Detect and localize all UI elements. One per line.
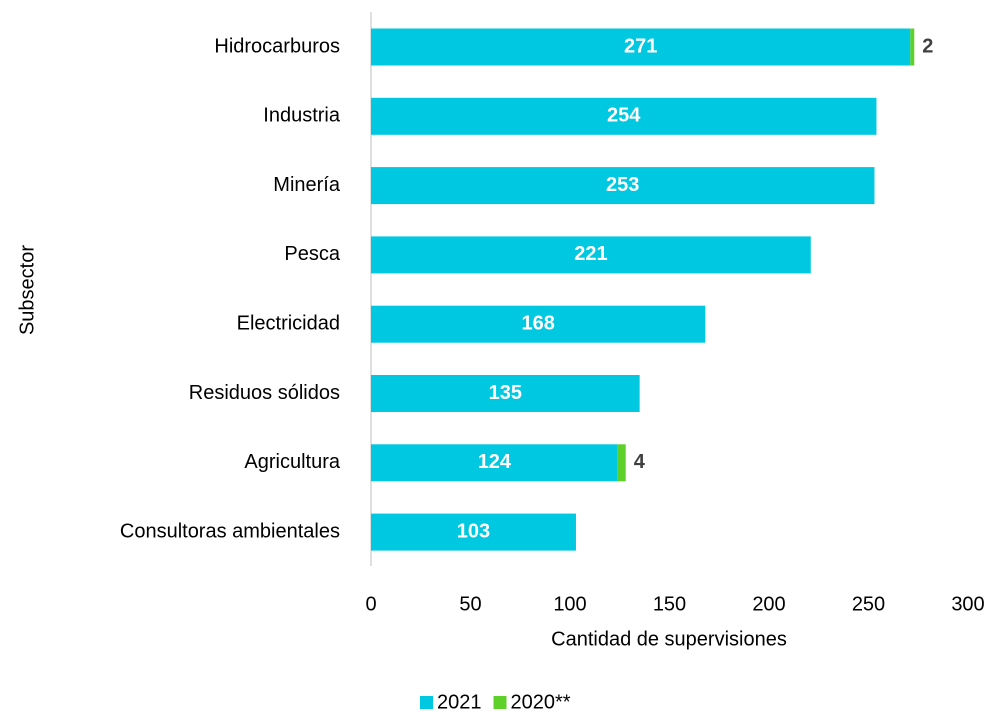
data-label: 124 [478,451,512,473]
x-tick-label: 150 [653,593,686,615]
legend-label: 2021 [437,691,482,713]
x-tick-label: 100 [553,593,586,615]
bar-segment [371,375,640,412]
y-tick-label: Electricidad [237,312,340,334]
legend-label: 2020** [511,691,571,713]
bar-segment [371,236,811,274]
data-label: 168 [521,312,554,334]
bar-segment [371,305,706,343]
y-tick-label: Residuos sólidos [189,382,340,404]
bar-segment [617,444,626,482]
x-tick-label: 200 [752,593,785,615]
bar-segment [371,97,877,135]
data-label: 135 [489,382,522,404]
legend-swatch [420,696,433,709]
x-tick-label: 300 [951,593,984,615]
bar-segment [371,444,618,482]
x-tick-label: 0 [365,593,376,615]
data-label: 271 [624,35,657,57]
legend-swatch [493,696,507,709]
x-tick-label: 250 [852,593,885,615]
bar-segment [910,28,915,66]
y-tick-label: Consultoras ambientales [120,520,340,542]
data-label: 103 [457,520,490,542]
bar-segment [371,513,576,551]
data-label: 2 [922,35,933,57]
bar-segment [371,167,875,205]
y-axis-title: Subsector [16,245,38,335]
data-label: 254 [607,105,641,127]
bar-segment [371,28,911,66]
x-tick-label: 50 [459,593,481,615]
y-tick-label: Pesca [284,243,340,265]
y-tick-label: Agricultura [244,451,340,473]
y-tick-label: Minería [273,174,341,196]
data-label: 4 [634,451,646,473]
data-label: 253 [606,174,639,196]
y-tick-label: Hidrocarburos [214,35,340,57]
data-label: 221 [574,243,607,265]
y-tick-label: Industria [263,105,341,127]
x-axis-title: Cantidad de supervisiones [551,628,787,650]
